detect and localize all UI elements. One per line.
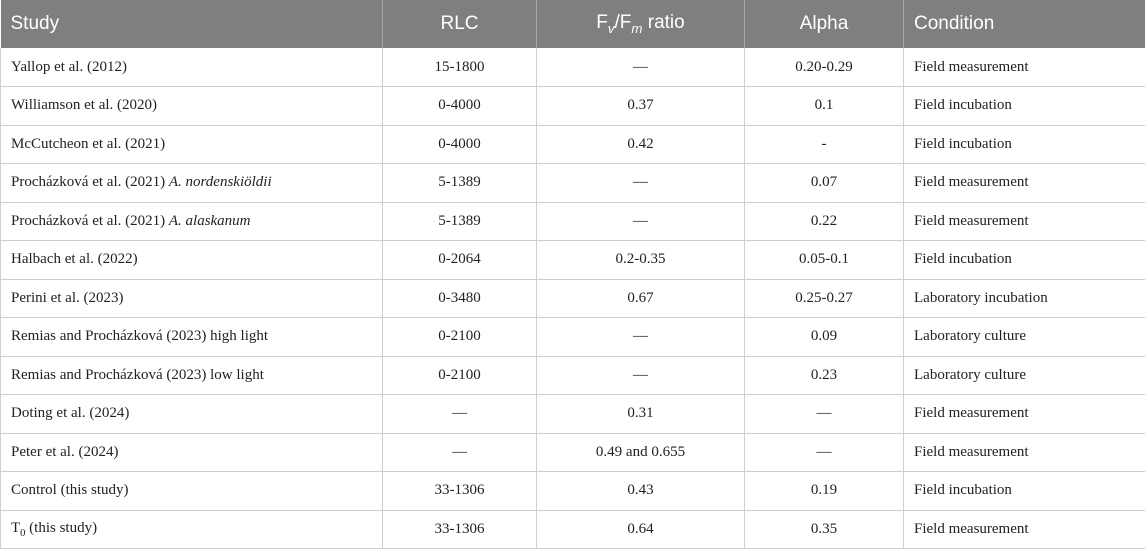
cell-fvfm: 0.64 <box>536 510 745 549</box>
header-fvfm-m: m <box>631 20 643 36</box>
cell-fvfm: — <box>536 356 745 395</box>
cell-rlc: 0-2100 <box>382 356 537 395</box>
cell-rlc: 15-1800 <box>382 48 537 87</box>
cell-condition: Laboratory culture <box>903 356 1145 395</box>
cell-study-text: Procházková et al. (2021) <box>11 174 169 191</box>
table-row: Procházková et al. (2021) A. alaskanum 5… <box>0 202 1145 241</box>
cell-rlc: 33-1306 <box>382 510 537 549</box>
cell-alpha: 0.1 <box>744 86 904 126</box>
cell-fvfm: 0.31 <box>536 394 745 434</box>
header-alpha: Alpha <box>744 0 904 48</box>
table-row: Yallop et al. (2012) 15-1800 — 0.20-0.29… <box>0 48 1145 87</box>
cell-study: Procházková et al. (2021) A. alaskanum <box>0 202 383 241</box>
header-study: Study <box>0 0 383 48</box>
table-row: Doting et al. (2024) — 0.31 — Field meas… <box>0 394 1145 434</box>
table-row: Remias and Procházková (2023) high light… <box>0 317 1145 357</box>
cell-fvfm: 0.67 <box>536 279 745 318</box>
header-fvfm-slash: /F <box>614 12 632 34</box>
cell-alpha: 0.19 <box>744 471 904 511</box>
cell-condition: Field incubation <box>903 86 1145 126</box>
cell-condition: Field measurement <box>903 433 1145 472</box>
table-row: Peter et al. (2024) — 0.49 and 0.655 — F… <box>0 433 1145 472</box>
cell-study-tail: (this study) <box>25 519 98 536</box>
cell-condition: Laboratory incubation <box>903 279 1145 318</box>
cell-rlc: — <box>382 394 537 434</box>
header-fvfm-v: v <box>607 20 615 36</box>
header-rlc: RLC <box>382 0 537 48</box>
cell-fvfm: — <box>536 163 745 203</box>
header-fvfm-f1: F <box>596 12 608 34</box>
cell-condition: Field incubation <box>903 125 1145 164</box>
cell-fvfm: 0.43 <box>536 471 745 511</box>
cell-alpha: 0.05-0.1 <box>744 240 904 280</box>
cell-alpha: 0.35 <box>744 510 904 549</box>
cell-rlc: 0-3480 <box>382 279 537 318</box>
cell-study: McCutcheon et al. (2021) <box>0 125 383 164</box>
cell-study: Control (this study) <box>0 471 383 511</box>
cell-rlc: 0-2064 <box>382 240 537 280</box>
cell-condition: Field measurement <box>903 163 1145 203</box>
cell-study: Halbach et al. (2022) <box>0 240 383 280</box>
cell-rlc: 33-1306 <box>382 471 537 511</box>
cell-study: Remias and Procházková (2023) low light <box>0 356 383 395</box>
cell-alpha: — <box>744 433 904 472</box>
cell-rlc: 0-2100 <box>382 317 537 357</box>
cell-study: Remias and Procházková (2023) high light <box>0 317 383 357</box>
cell-study: Procházková et al. (2021) A. nordenskiöl… <box>0 163 383 203</box>
header-row: Study RLC Fv/Fm ratio Alpha Condition <box>0 0 1145 48</box>
cell-rlc: 5-1389 <box>382 202 537 241</box>
header-fvfm-ratio: Fv/Fm ratio <box>536 0 745 48</box>
cell-fvfm: — <box>536 48 745 87</box>
cell-condition: Laboratory culture <box>903 317 1145 357</box>
cell-rlc: 0-4000 <box>382 86 537 126</box>
cell-study: Perini et al. (2023) <box>0 279 383 318</box>
cell-rlc: — <box>382 433 537 472</box>
cell-fvfm: 0.2-0.35 <box>536 240 745 280</box>
table-row: Halbach et al. (2022) 0-2064 0.2-0.35 0.… <box>0 240 1145 280</box>
cell-condition: Field incubation <box>903 240 1145 280</box>
cell-fvfm: — <box>536 202 745 241</box>
cell-species: A. nordenskiöldii <box>168 174 272 191</box>
cell-study: Doting et al. (2024) <box>0 394 383 434</box>
cell-condition: Field measurement <box>903 48 1145 87</box>
cell-fvfm: 0.49 and 0.655 <box>536 433 745 472</box>
table-row: Perini et al. (2023) 0-3480 0.67 0.25-0.… <box>0 279 1145 318</box>
cell-study-subscript: 0 <box>20 527 26 539</box>
header-fvfm-ratio-word: ratio <box>642 12 685 34</box>
cell-fvfm: — <box>536 317 745 357</box>
cell-condition: Field incubation <box>903 471 1145 511</box>
cell-alpha: - <box>744 125 904 164</box>
cell-alpha: 0.23 <box>744 356 904 395</box>
cell-rlc: 0-4000 <box>382 125 537 164</box>
table-row: Procházková et al. (2021) A. nordenskiöl… <box>0 163 1145 203</box>
table-row: McCutcheon et al. (2021) 0-4000 0.42 - F… <box>0 125 1145 164</box>
cell-alpha: 0.07 <box>744 163 904 203</box>
cell-fvfm: 0.37 <box>536 86 745 126</box>
table-row: T0 (this study) 33-1306 0.64 0.35 Field … <box>0 510 1145 549</box>
cell-rlc: 5-1389 <box>382 163 537 203</box>
cell-alpha: 0.09 <box>744 317 904 357</box>
cell-condition: Field measurement <box>903 510 1145 549</box>
cell-study: Yallop et al. (2012) <box>0 48 383 87</box>
table-row: Control (this study) 33-1306 0.43 0.19 F… <box>0 471 1145 511</box>
cell-study: Peter et al. (2024) <box>0 433 383 472</box>
cell-condition: Field measurement <box>903 202 1145 241</box>
cell-alpha: 0.20-0.29 <box>744 48 904 87</box>
table-row: Remias and Procházková (2023) low light … <box>0 356 1145 395</box>
table-row: Williamson et al. (2020) 0-4000 0.37 0.1… <box>0 86 1145 126</box>
cell-study-text: T <box>11 519 21 536</box>
cell-condition: Field measurement <box>903 394 1145 434</box>
cell-species: A. alaskanum <box>168 212 251 229</box>
cell-study: Williamson et al. (2020) <box>0 86 383 126</box>
cell-alpha: 0.25-0.27 <box>744 279 904 318</box>
cell-study-text: Procházková et al. (2021) <box>11 212 169 229</box>
header-condition: Condition <box>903 0 1145 48</box>
cell-fvfm: 0.42 <box>536 125 745 164</box>
cell-study: T0 (this study) <box>0 510 383 549</box>
cell-alpha: 0.22 <box>744 202 904 241</box>
cell-alpha: — <box>744 394 904 434</box>
